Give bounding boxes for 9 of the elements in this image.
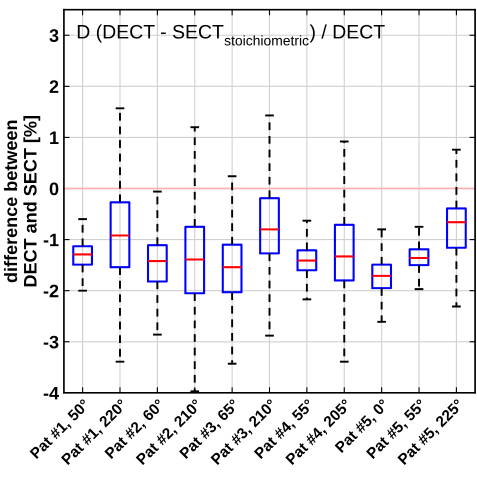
y-axis-title: difference between DECT and SECT [%] bbox=[4, 116, 40, 286]
y-tick-label: -3 bbox=[44, 336, 58, 349]
y-tick-label: -1 bbox=[44, 234, 59, 246]
y-tick-label: 2 bbox=[50, 80, 58, 93]
y-tick-label: 0 bbox=[50, 182, 58, 196]
y-tick-label: 1 bbox=[50, 132, 59, 144]
y-tick-label: -2 bbox=[44, 284, 58, 298]
y-tick-label: -4 bbox=[44, 386, 59, 400]
y-tick-label: 3 bbox=[49, 29, 58, 42]
